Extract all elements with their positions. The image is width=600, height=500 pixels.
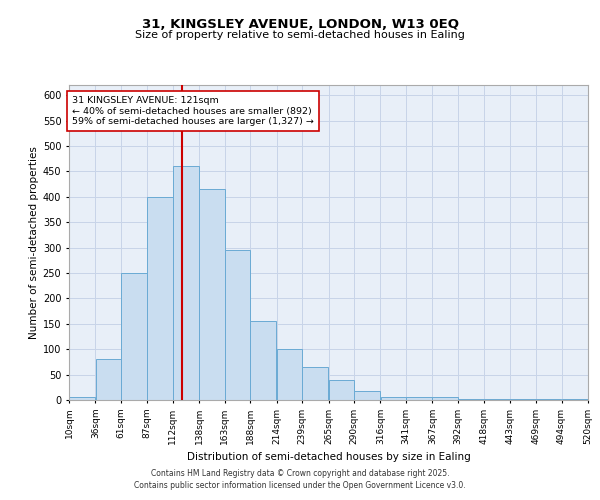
Bar [95,360,121,400]
Bar [148,197,173,400]
Text: 31, KINGSLEY AVENUE, LONDON, W13 0EQ: 31, KINGSLEY AVENUE, LONDON, W13 0EQ [142,18,458,30]
Text: Size of property relative to semi-detached houses in Ealing: Size of property relative to semi-detach… [135,30,465,40]
Text: 31 KINGSLEY AVENUE: 121sqm
← 40% of semi-detached houses are smaller (892)
59% o: 31 KINGSLEY AVENUE: 121sqm ← 40% of semi… [72,96,314,126]
X-axis label: Distribution of semi-detached houses by size in Ealing: Distribution of semi-detached houses by … [187,452,470,462]
Bar [277,349,302,400]
Text: Contains HM Land Registry data © Crown copyright and database right 2025.
Contai: Contains HM Land Registry data © Crown c… [134,468,466,490]
Bar [69,398,95,400]
Bar [225,250,250,400]
Bar [354,391,380,400]
Bar [406,398,432,400]
Bar [199,189,224,400]
Bar [302,367,328,400]
Bar [329,380,354,400]
Bar [380,398,406,400]
Bar [433,398,458,400]
Bar [250,322,277,400]
Y-axis label: Number of semi-detached properties: Number of semi-detached properties [29,146,38,339]
Bar [173,166,199,400]
Bar [121,273,147,400]
